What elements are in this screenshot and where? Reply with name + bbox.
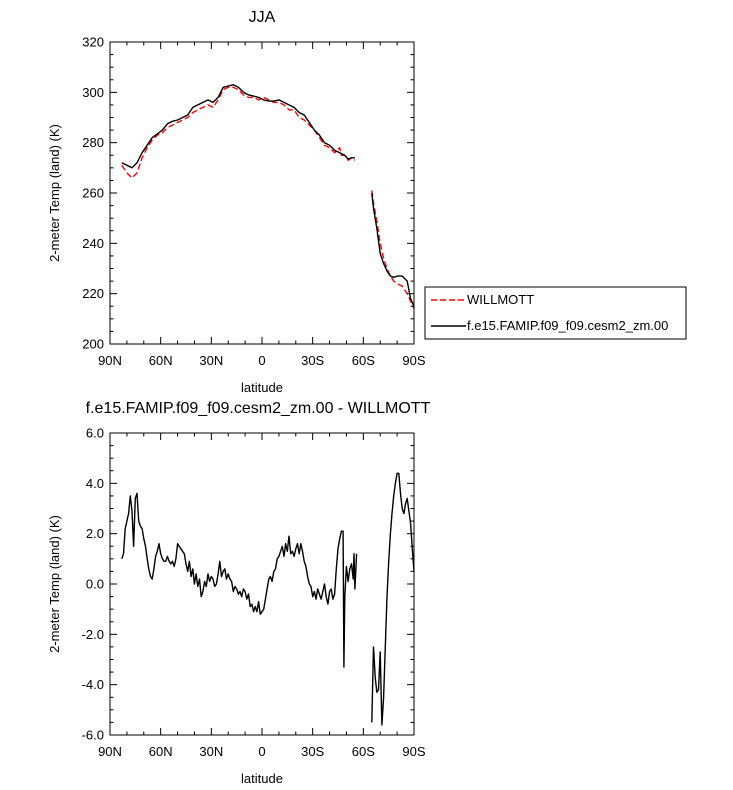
top-x-tick-label: 30S [301, 353, 324, 368]
top-chart-title: JJA [249, 9, 276, 26]
top-y-tick-label: 280 [82, 135, 104, 150]
top-y-tick-label: 300 [82, 85, 104, 100]
top-x-axis-label: latitude [241, 380, 283, 395]
top-plot-frame [109, 41, 415, 345]
top-y-tick-label: 240 [82, 236, 104, 251]
top-x-tick-labels: 90N 60N 30N 0 30S 60S 90S [98, 353, 426, 368]
top-x-tick-label: 60N [149, 353, 173, 368]
legend: WILLMOTT f.e15.FAMIP.f09_f09.cesm2_zm.00 [424, 286, 687, 340]
top-y-tick-label: 220 [82, 286, 104, 301]
top-y-tick-label: 260 [82, 186, 104, 201]
bottom-panel: f.e15.FAMIP.f09_f09.cesm2_zm.00 - WILLMO… [47, 400, 431, 786]
legend-label-cesm2: f.e15.FAMIP.f09_f09.cesm2_zm.00 [467, 318, 668, 333]
top-tick-layer [109, 41, 415, 345]
top-series-line-f-e15-famip-f09-f09-cesm2-zm-00-seg0 [121, 84, 355, 169]
bot-x-tick-label: 30S [301, 744, 324, 759]
bottom-chart-title: f.e15.FAMIP.f09_f09.cesm2_zm.00 - WILLMO… [86, 400, 431, 417]
legend-box [424, 286, 687, 340]
bot-x-tick-label: 60N [149, 744, 173, 759]
bot-x-tick-label: 90N [98, 744, 122, 759]
top-panel: JJA 90N 60N 30N 0 30S 60S 90S 200 220 240 260 280 3… [47, 9, 426, 395]
top-series-line-willmott-seg1 [371, 190, 415, 310]
bottom-plot-frame [109, 432, 415, 736]
bot-y-tick-label: 2.0 [86, 526, 104, 541]
bot-x-tick-label: 60S [352, 744, 375, 759]
legend-label-willmott: WILLMOTT [467, 292, 534, 307]
bottom-tick-layer [109, 432, 415, 736]
bot-y-tick-label: 4.0 [86, 476, 104, 491]
top-series-layer [121, 84, 415, 310]
top-x-tick-label: 30N [199, 353, 223, 368]
bot-y-tick-label: -2.0 [82, 627, 104, 642]
top-y-tick-label: 320 [82, 35, 104, 50]
top-series-line-f-e15-famip-f09-f09-cesm2-zm-00-seg1 [371, 192, 415, 307]
bot-x-tick-label: 30N [199, 744, 223, 759]
bot-y-tick-label: 0.0 [86, 577, 104, 592]
top-clip-group [121, 84, 415, 310]
top-x-tick-label: 60S [352, 353, 375, 368]
top-x-tick-label: 90S [402, 353, 425, 368]
top-y-tick-labels: 200 220 240 260 280 300 320 [82, 35, 104, 352]
bottom-x-axis-label: latitude [241, 771, 283, 786]
top-x-tick-label: 90N [98, 353, 122, 368]
top-y-axis-label: 2-meter Temp (land) (K) [47, 124, 62, 262]
bottom-series-layer [121, 472, 415, 726]
bot-y-tick-label: -6.0 [82, 728, 104, 743]
bottom-y-axis-label: 2-meter Temp (land) (K) [47, 515, 62, 653]
bot-y-tick-label: -4.0 [82, 677, 104, 692]
bot-y-tick-label: 6.0 [86, 426, 104, 441]
bot-series-line-difference-seg0 [121, 492, 358, 668]
bot-series-line-difference-seg1 [371, 472, 415, 726]
top-series-line-willmott-seg0 [121, 86, 356, 179]
bottom-y-tick-labels: -6.0 -4.0 -2.0 0.0 2.0 4.0 6.0 [82, 426, 104, 743]
bottom-x-tick-labels: 90N 60N 30N 0 30S 60S 90S [98, 744, 426, 759]
top-x-tick-label: 0 [258, 353, 265, 368]
bot-x-tick-label: 90S [402, 744, 425, 759]
top-y-tick-label: 200 [82, 337, 104, 352]
bot-x-tick-label: 0 [258, 744, 265, 759]
